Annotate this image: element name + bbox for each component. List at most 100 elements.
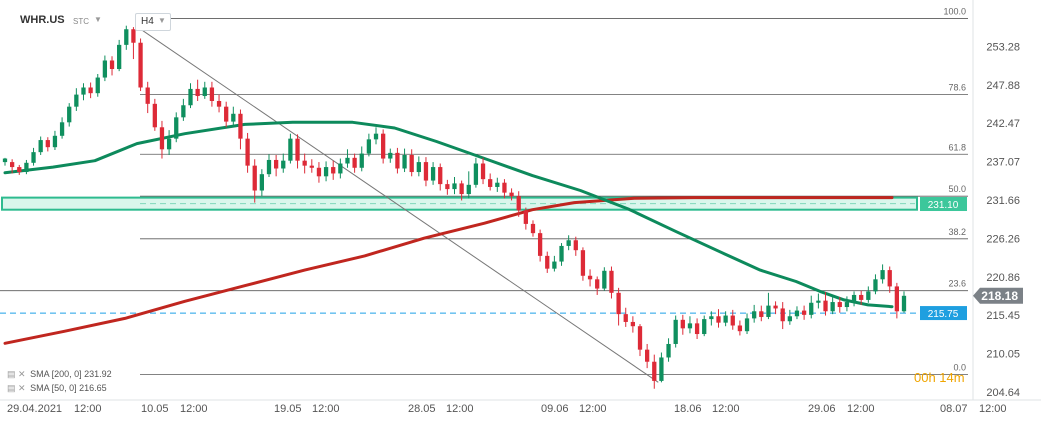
candle-body bbox=[245, 138, 250, 166]
x-tick-label: 29.06 bbox=[808, 403, 836, 415]
symbol-label[interactable]: WHR.US bbox=[20, 14, 65, 26]
candle-body bbox=[45, 140, 50, 148]
sma50-legend[interactable]: ▤ ✕ SMA [50, 0] 216.65 bbox=[7, 383, 107, 394]
candle-body bbox=[794, 310, 800, 317]
y-tick-label: 204.64 bbox=[986, 387, 1020, 399]
candle-body bbox=[630, 321, 636, 327]
support-zone bbox=[1, 196, 918, 211]
candle-body bbox=[473, 163, 479, 185]
x-tick-label: 18.06 bbox=[674, 403, 702, 415]
current-price-tag-text: 218.18 bbox=[981, 289, 1018, 303]
candle-body bbox=[516, 196, 521, 211]
sma200-legend-text: SMA [200, 0] 231.92 bbox=[30, 369, 112, 379]
candle-body bbox=[416, 162, 421, 173]
sma200-legend[interactable]: ▤ ✕ SMA [200, 0] 231.92 bbox=[7, 369, 112, 380]
candle-body bbox=[202, 87, 207, 97]
y-tick-label: 237.07 bbox=[986, 157, 1020, 169]
timeframe-dropdown-icon[interactable]: ▼ bbox=[158, 16, 166, 25]
candle-body bbox=[331, 167, 336, 174]
zone-price-tag-text: 231.10 bbox=[928, 200, 959, 211]
candle-body bbox=[174, 117, 179, 139]
candle-body bbox=[759, 311, 764, 317]
candle-body bbox=[787, 316, 792, 322]
candle-body bbox=[366, 139, 372, 154]
candle-body bbox=[666, 343, 671, 358]
candle-body bbox=[809, 302, 814, 315]
candle-body bbox=[31, 152, 36, 163]
x-tick-label: 12:00 bbox=[847, 403, 875, 415]
x-tick-label: 12:00 bbox=[579, 403, 607, 415]
candle-body bbox=[552, 261, 557, 269]
y-tick-label: 253.28 bbox=[986, 41, 1020, 53]
candle-countdown: 00h 14m bbox=[914, 370, 965, 385]
candle-body bbox=[295, 138, 300, 161]
candle-body bbox=[523, 210, 528, 224]
close-icon[interactable]: ▤ ✕ bbox=[7, 369, 26, 379]
candle-body bbox=[744, 318, 750, 332]
candle-body bbox=[430, 167, 436, 181]
candle-body bbox=[266, 159, 272, 175]
timeframe-selector[interactable] bbox=[135, 13, 171, 31]
candle-body bbox=[880, 270, 885, 280]
candle-body bbox=[866, 291, 871, 300]
candle-body bbox=[537, 233, 543, 256]
candle-body bbox=[259, 174, 264, 191]
candle-body bbox=[901, 295, 907, 312]
close-icon[interactable]: ▤ ✕ bbox=[7, 383, 26, 393]
candle-body bbox=[381, 133, 386, 159]
y-tick-label: 242.47 bbox=[986, 118, 1020, 130]
candle-body bbox=[716, 316, 721, 323]
sma50-line bbox=[3, 120, 894, 309]
candle-body bbox=[495, 182, 500, 187]
candle-body bbox=[680, 319, 685, 329]
candle-body bbox=[395, 152, 400, 169]
x-tick-label: 12:00 bbox=[74, 403, 102, 415]
x-tick-label: 08.07 bbox=[940, 403, 968, 415]
candle-body bbox=[637, 326, 643, 350]
candle-body bbox=[38, 140, 43, 153]
candle-body bbox=[352, 157, 357, 168]
y-tick-label: 210.05 bbox=[986, 349, 1020, 361]
candle-body bbox=[837, 302, 842, 308]
candle-body bbox=[188, 88, 193, 106]
candle-body bbox=[509, 192, 514, 197]
candle-body bbox=[124, 29, 129, 45]
timeframe-label[interactable]: H4 bbox=[141, 16, 154, 27]
x-tick-label: 12:00 bbox=[979, 403, 1007, 415]
trendline bbox=[142, 30, 659, 383]
market-label: STC bbox=[73, 17, 89, 26]
candle-body bbox=[459, 183, 464, 195]
candle-body bbox=[224, 106, 229, 122]
market-dropdown-icon[interactable]: ▼ bbox=[94, 15, 102, 24]
candle-body bbox=[530, 223, 536, 234]
candle-body bbox=[894, 286, 900, 312]
x-tick-label: 29.04.2021 bbox=[7, 403, 62, 415]
candle-body bbox=[766, 305, 771, 317]
candle-body bbox=[480, 163, 486, 180]
candle-body bbox=[737, 325, 743, 332]
candle-body bbox=[438, 167, 443, 185]
candle-body bbox=[181, 105, 186, 118]
candle-body bbox=[851, 294, 857, 303]
current-price-tag bbox=[973, 287, 1023, 304]
candle-body bbox=[67, 106, 72, 123]
candle-body bbox=[595, 279, 600, 289]
sma200-line bbox=[3, 196, 894, 345]
candle-body bbox=[609, 270, 614, 293]
candle-body bbox=[652, 361, 657, 381]
x-tick-label: 28.05 bbox=[408, 403, 436, 415]
candle-body bbox=[388, 152, 393, 159]
candle-body bbox=[209, 87, 215, 101]
candle-body bbox=[17, 167, 22, 173]
candle-body bbox=[887, 270, 892, 287]
candle-body bbox=[402, 154, 407, 169]
x-tick-label: 19.05 bbox=[274, 403, 302, 415]
fib-level-label: 78.6 bbox=[948, 83, 966, 93]
candle-body bbox=[488, 179, 493, 187]
dashed-price-tag-text: 215.75 bbox=[928, 309, 959, 320]
candle-body bbox=[709, 316, 714, 320]
candle-body bbox=[466, 184, 471, 195]
candle-body bbox=[580, 250, 586, 276]
